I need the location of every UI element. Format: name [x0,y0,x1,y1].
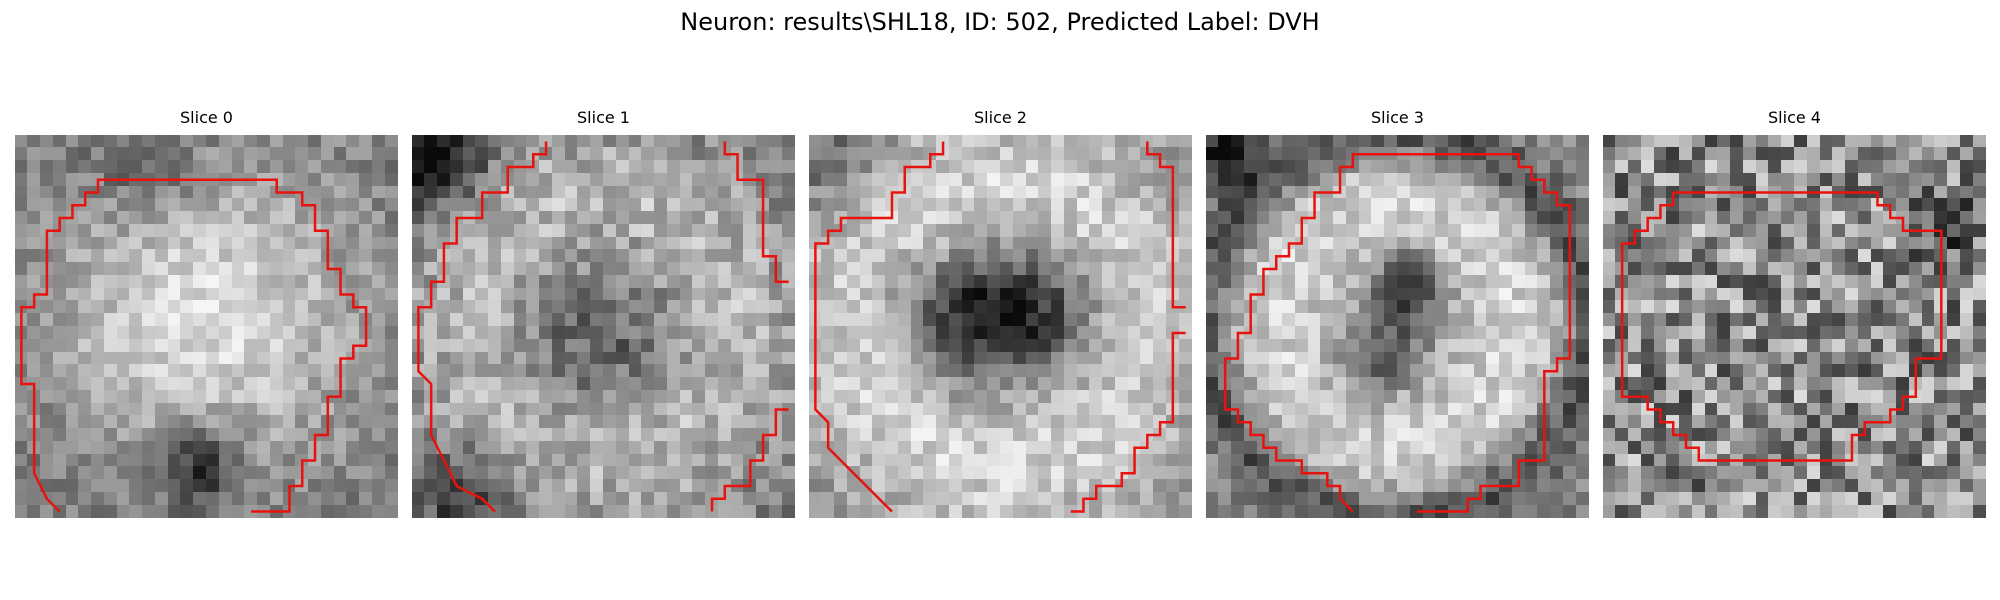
slice-image-1 [412,135,795,518]
slice-title-2: Slice 2 [974,108,1027,127]
slice-panel-3: Slice 3 [1206,108,1589,518]
slice-image-0 [15,135,398,518]
slice-image-4 [1603,135,1986,518]
slice-panel-4: Slice 4 [1603,108,1986,518]
slice-panel-2: Slice 2 [809,108,1192,518]
slice-title-3: Slice 3 [1371,108,1424,127]
slice-title-0: Slice 0 [180,108,233,127]
slice-panel-1: Slice 1 [412,108,795,518]
slice-image-3 [1206,135,1589,518]
slice-panel-0: Slice 0 [15,108,398,518]
slice-title-1: Slice 1 [577,108,630,127]
figure-suptitle: Neuron: results\SHL18, ID: 502, Predicte… [680,8,1320,36]
slice-image-2 [809,135,1192,518]
slice-title-4: Slice 4 [1768,108,1821,127]
